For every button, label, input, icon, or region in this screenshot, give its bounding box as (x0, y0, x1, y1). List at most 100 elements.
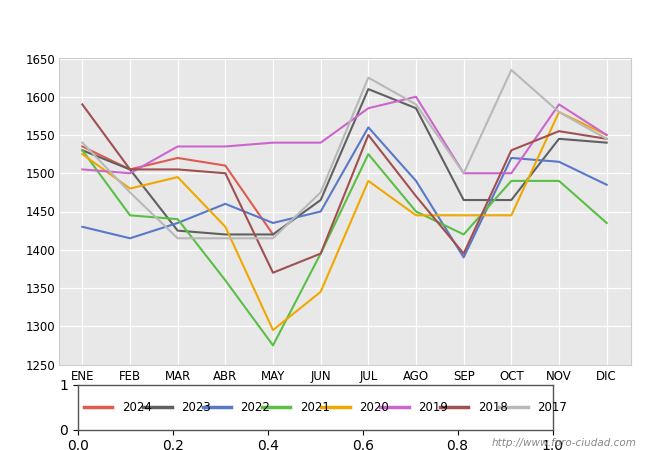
2022 (79, 224, 86, 230)
2017 (555, 109, 563, 115)
2020 (126, 186, 134, 191)
Line: 2021: 2021 (83, 150, 606, 346)
2021 (508, 178, 515, 184)
2019 (603, 132, 610, 138)
2019 (317, 140, 324, 145)
Text: http://www.foro-ciudad.com: http://www.foro-ciudad.com (492, 438, 637, 448)
2019 (174, 144, 181, 149)
2018 (365, 132, 372, 138)
2024 (126, 166, 134, 172)
2023 (460, 198, 467, 203)
Line: 2020: 2020 (83, 112, 606, 330)
2019 (508, 171, 515, 176)
2022 (508, 155, 515, 161)
2021 (317, 251, 324, 256)
2021 (460, 232, 467, 237)
2021 (222, 278, 229, 283)
2018 (222, 171, 229, 176)
2017 (603, 136, 610, 142)
2019 (222, 144, 229, 149)
2022 (412, 178, 420, 184)
2017 (174, 236, 181, 241)
Text: 2019: 2019 (419, 401, 448, 414)
2022 (269, 220, 277, 226)
2022 (174, 220, 181, 226)
2019 (412, 94, 420, 99)
2017 (412, 102, 420, 107)
Text: 2022: 2022 (240, 401, 270, 414)
2018 (603, 136, 610, 142)
Text: 2023: 2023 (181, 401, 211, 414)
2023 (126, 166, 134, 172)
Line: 2018: 2018 (83, 104, 606, 273)
2021 (269, 343, 277, 348)
2019 (269, 140, 277, 145)
2018 (126, 166, 134, 172)
2023 (222, 232, 229, 237)
2021 (555, 178, 563, 184)
Text: 2020: 2020 (359, 401, 389, 414)
2021 (126, 213, 134, 218)
2024 (79, 144, 86, 149)
2020 (79, 151, 86, 157)
2024 (222, 163, 229, 168)
2022 (460, 255, 467, 260)
2019 (460, 171, 467, 176)
2017 (222, 236, 229, 241)
2018 (317, 251, 324, 256)
2018 (79, 102, 86, 107)
2017 (365, 75, 372, 80)
2024 (174, 155, 181, 161)
2021 (365, 151, 372, 157)
2020 (269, 328, 277, 333)
2019 (365, 106, 372, 111)
Line: 2023: 2023 (83, 89, 606, 234)
2020 (222, 224, 229, 230)
2017 (79, 140, 86, 145)
2022 (126, 236, 134, 241)
Text: 2017: 2017 (537, 401, 567, 414)
2021 (603, 220, 610, 226)
2019 (79, 166, 86, 172)
2020 (317, 289, 324, 295)
Line: 2024: 2024 (83, 147, 273, 234)
2018 (555, 128, 563, 134)
2018 (460, 251, 467, 256)
2023 (412, 106, 420, 111)
2018 (508, 148, 515, 153)
2022 (555, 159, 563, 165)
Line: 2022: 2022 (83, 127, 606, 257)
2017 (317, 190, 324, 195)
2023 (269, 232, 277, 237)
2018 (269, 270, 277, 275)
2017 (126, 190, 134, 195)
Text: Afiliados en Xeraco a 31/5/2024: Afiliados en Xeraco a 31/5/2024 (181, 14, 469, 33)
2017 (269, 236, 277, 241)
2023 (555, 136, 563, 142)
2022 (603, 182, 610, 188)
2017 (460, 171, 467, 176)
2023 (174, 228, 181, 233)
Line: 2017: 2017 (83, 70, 606, 238)
2019 (126, 171, 134, 176)
2021 (174, 216, 181, 222)
2023 (603, 140, 610, 145)
2020 (412, 213, 420, 218)
2023 (79, 148, 86, 153)
2022 (365, 125, 372, 130)
2020 (174, 175, 181, 180)
Text: 2018: 2018 (478, 401, 508, 414)
2024 (269, 232, 277, 237)
2021 (412, 209, 420, 214)
2020 (508, 213, 515, 218)
2018 (174, 166, 181, 172)
2022 (317, 209, 324, 214)
Text: 2021: 2021 (300, 401, 330, 414)
2020 (365, 178, 372, 184)
2023 (508, 198, 515, 203)
2020 (555, 109, 563, 115)
2021 (79, 148, 86, 153)
2020 (460, 213, 467, 218)
2023 (365, 86, 372, 92)
2020 (603, 132, 610, 138)
